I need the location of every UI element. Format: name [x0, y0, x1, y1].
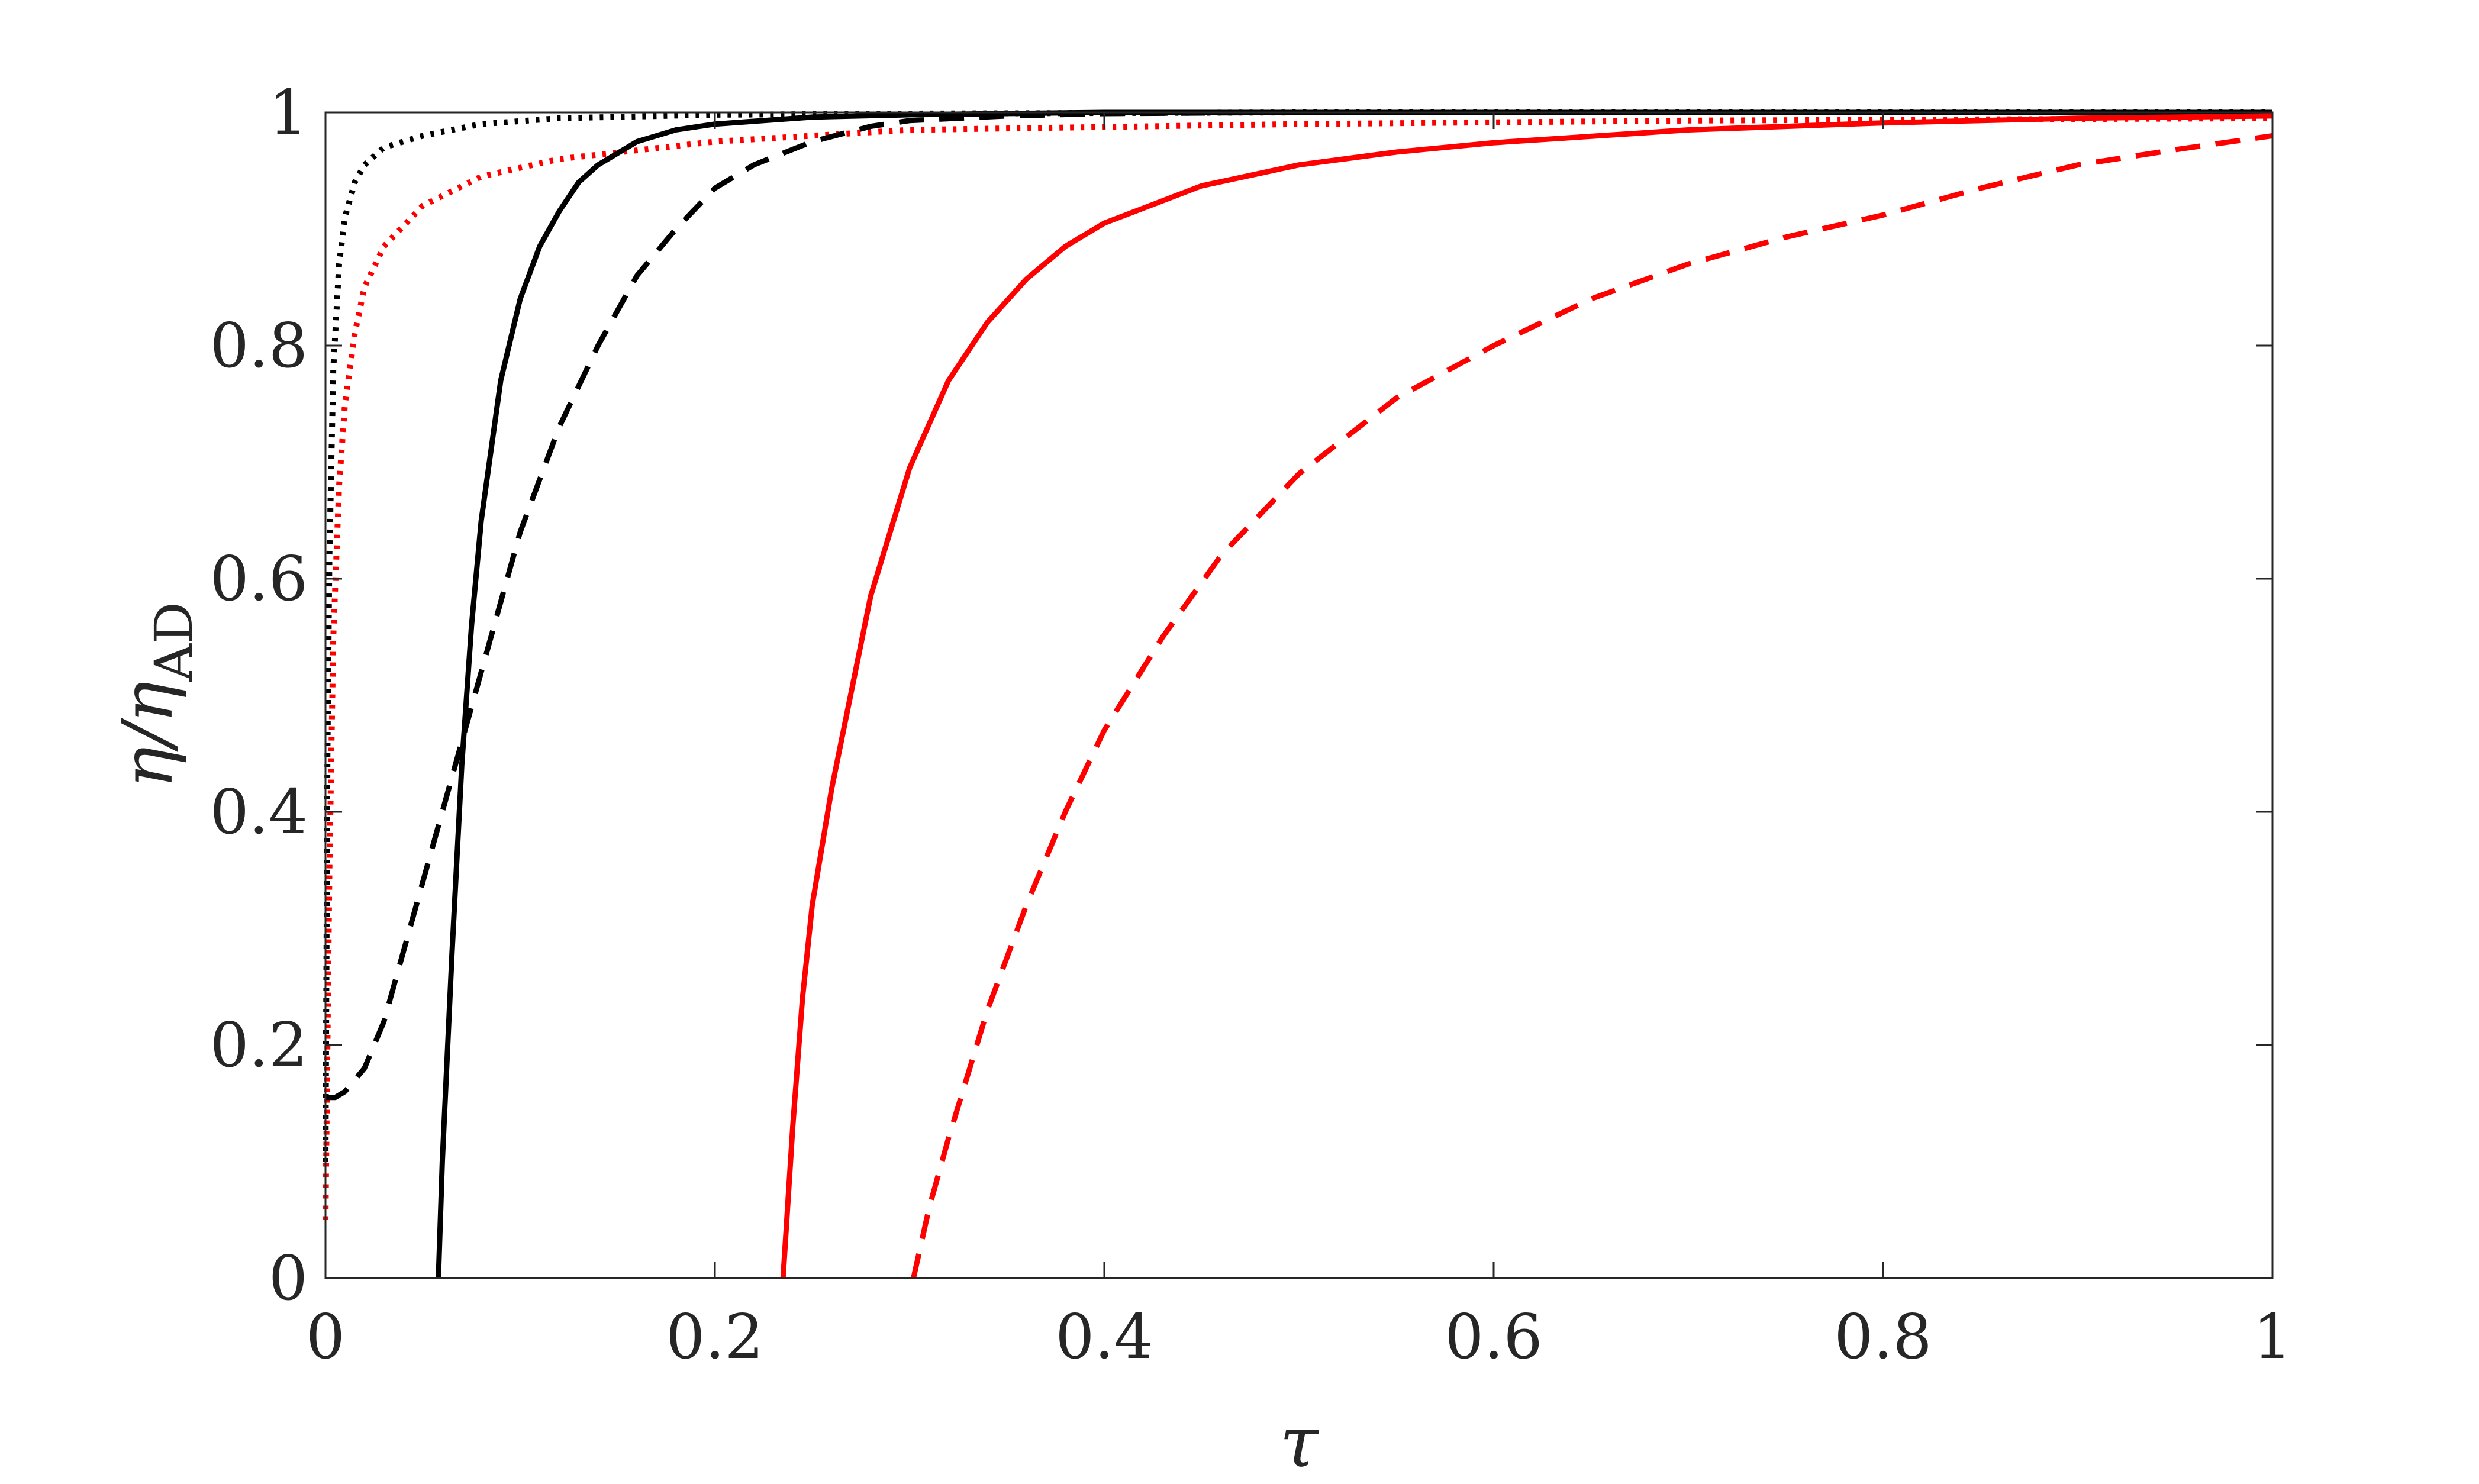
x-tick-label: 0.2	[666, 1301, 763, 1373]
series-line-1	[323, 109, 2272, 1162]
tick-layer: 0 0.2 0.4 0.6 0.8 1 0 0.2 0.4 0.6 0.8 1	[210, 76, 2292, 1373]
series-line-6	[911, 133, 2273, 1279]
series-line-5	[780, 113, 2273, 1279]
y-tick-label: 0	[269, 1242, 308, 1314]
x-tick-label: 0.6	[1445, 1301, 1542, 1373]
y-tick-label: 1	[269, 76, 308, 149]
y-axis-label: η/ηAD	[107, 602, 204, 788]
y-tick-label: 0.2	[210, 1009, 308, 1081]
y-tick-label: 0.6	[210, 543, 308, 615]
y-tick-label: 0.8	[210, 309, 308, 382]
series-line-3	[436, 109, 2272, 1279]
x-tick-label: 1	[2253, 1301, 2292, 1373]
series-layer	[323, 109, 2273, 1279]
series-line-2	[323, 115, 2273, 1220]
x-tick-label: 0	[306, 1301, 345, 1373]
axes-box	[324, 111, 2274, 1279]
y-axis-label-subscript: AD	[143, 602, 204, 682]
x-tick-label: 0.4	[1055, 1301, 1153, 1373]
x-tick-label: 0.8	[1834, 1301, 1932, 1373]
plot-area	[325, 112, 2272, 1278]
y-axis-label-main: η/η	[107, 681, 188, 788]
y-tick-label: 0.4	[210, 776, 308, 848]
series-line-4	[325, 109, 2272, 1101]
x-axis-label: τ	[1279, 1401, 1319, 1483]
